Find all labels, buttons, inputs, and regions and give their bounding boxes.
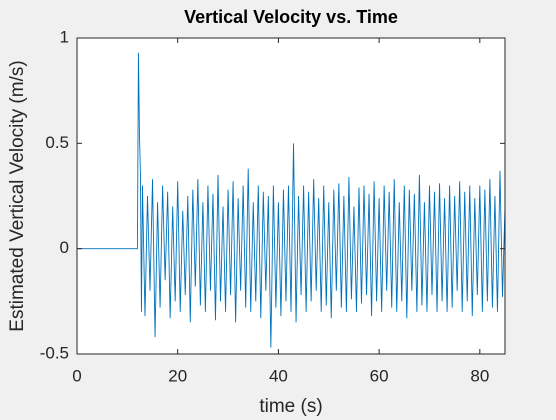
x-tick-label: 40 xyxy=(269,366,288,385)
y-tick-label: 0 xyxy=(60,238,69,257)
y-tick-label: 0.5 xyxy=(45,133,69,152)
x-tick-label: 20 xyxy=(168,366,187,385)
x-tick-label: 80 xyxy=(470,366,489,385)
x-axis-label: time (s) xyxy=(259,396,322,417)
data-line xyxy=(77,52,506,348)
x-tick-label: 60 xyxy=(370,366,389,385)
y-tick-label: 1 xyxy=(60,27,69,46)
x-tick-label: 0 xyxy=(72,366,81,385)
chart-title: Vertical Velocity vs. Time xyxy=(184,7,398,27)
y-tick-label: -0.5 xyxy=(40,343,69,362)
axes-box xyxy=(76,37,506,355)
y-axis-label: Estimated Vertical Velocity (m/s) xyxy=(7,60,28,331)
